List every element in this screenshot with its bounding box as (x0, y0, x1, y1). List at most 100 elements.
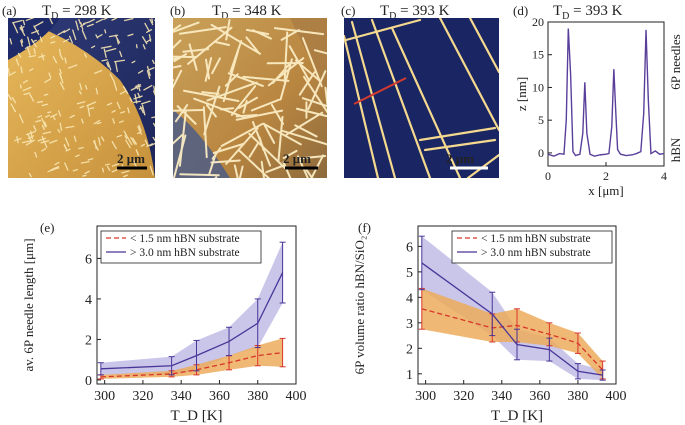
needle-mark (149, 18, 154, 26)
panel-d-title: TD = 393 K (553, 3, 623, 22)
needle-mark (233, 164, 239, 178)
needle-mark (214, 176, 218, 178)
y-tick-label: 0 (85, 374, 92, 389)
needle-mark (105, 48, 117, 52)
needle-mark (251, 121, 272, 167)
needle-mark (140, 143, 145, 147)
series-line (100, 272, 284, 370)
needle-mark (225, 127, 259, 165)
y-tick-label: 4 (85, 293, 92, 308)
needle-mark (34, 21, 44, 27)
panel-d: (d) TD = 393 K 0 2 4 0 5 10 15 20 x [μm] z [nm] 6P… (513, 3, 683, 198)
needle-mark (307, 70, 327, 110)
needle-mark (178, 110, 187, 167)
x-tick-label: 340 (171, 389, 192, 404)
needle-mark (149, 165, 154, 176)
needle-mark (134, 83, 141, 88)
needle-mark (144, 22, 150, 32)
legend-box (100, 230, 262, 264)
needle-mark (173, 24, 182, 32)
needle-mark (250, 98, 281, 112)
needle-mark (144, 139, 149, 147)
y-tick-label: 10 (532, 80, 544, 94)
needle-mark (119, 90, 127, 95)
panel-a: (a) TD = 298 K 2 μm (2, 3, 155, 178)
needle-mark (103, 18, 108, 20)
afm-image-c (344, 18, 499, 178)
needle-mark (8, 67, 10, 75)
needle-mark (28, 68, 34, 72)
needle-mark (78, 146, 84, 150)
needle-mark (47, 168, 55, 173)
needle-mark (64, 137, 70, 147)
needle-mark (37, 115, 43, 118)
needle-mark (122, 85, 129, 95)
panel-f: (f) 300 320 340 360 380 400 1 2 3 4 5 6 T_D [K] 6P vo… (352, 220, 627, 424)
needle-mark (19, 26, 26, 37)
needle-mark (8, 94, 12, 101)
needle-mark (173, 79, 175, 82)
x-axis-label: T_D [K] (170, 408, 222, 424)
needle-mark (78, 90, 82, 95)
needle-mark (45, 114, 50, 118)
needle-mark (81, 29, 87, 40)
afm-image-a (8, 18, 155, 178)
needle-mark (119, 50, 123, 58)
needle-mark (248, 132, 289, 172)
needle-mark (31, 18, 35, 19)
legend-label: < 1.5 nm hBN substrate (481, 233, 591, 245)
needle-mark (67, 64, 78, 69)
needle-mark (106, 166, 111, 171)
needle-mark (79, 105, 85, 109)
y-tick-label: 4 (406, 291, 413, 306)
needle-mark (219, 107, 235, 111)
needle-mark (137, 70, 144, 74)
needle-mark (146, 70, 151, 79)
needle-mark (111, 140, 117, 150)
needle-mark (296, 155, 309, 178)
needle-mark (22, 86, 32, 92)
needle-mark (27, 135, 35, 139)
needle-mark (30, 38, 37, 48)
needle-mark (123, 174, 128, 178)
needle-mark (298, 71, 316, 96)
needle-mark (140, 100, 151, 105)
needle-mark (237, 96, 259, 110)
needle-mark (59, 122, 63, 131)
panel-f-label: (f) (358, 220, 371, 235)
needle-mark (263, 123, 302, 146)
needle-mark (103, 48, 107, 59)
needle-mark (34, 151, 38, 158)
needle-mark (42, 131, 52, 135)
needle-mark (135, 44, 138, 49)
plot-frame (96, 225, 297, 385)
needle-mark (230, 85, 257, 116)
y-tick-label: 5 (406, 266, 413, 281)
needle-mark (59, 72, 64, 84)
needle-mark (111, 18, 117, 21)
y-tick-label: 0 (538, 146, 544, 160)
profile-cut-line (353, 77, 407, 105)
needle-mark (116, 134, 123, 138)
needle-mark (146, 65, 151, 77)
needle-mark (151, 18, 154, 24)
needle-mark (94, 139, 97, 150)
needle-mark (80, 22, 84, 31)
needle-mark (131, 60, 136, 64)
needle-mark (237, 149, 271, 178)
needle-mark (138, 124, 142, 132)
needle-mark (273, 27, 325, 36)
needle-mark (124, 135, 128, 140)
needle-mark (182, 89, 240, 103)
needle-mark (129, 97, 133, 103)
x-tick-label: 2 (603, 169, 609, 183)
needle-mark (40, 140, 50, 144)
needle-mark (324, 86, 327, 110)
needle-mark (84, 170, 90, 175)
panel-e-label: (e) (40, 220, 54, 235)
needle-mark (111, 163, 120, 167)
needle-mark (64, 162, 69, 171)
needle-mark (296, 107, 327, 118)
x-axis-label: T_D [K] (491, 408, 543, 424)
